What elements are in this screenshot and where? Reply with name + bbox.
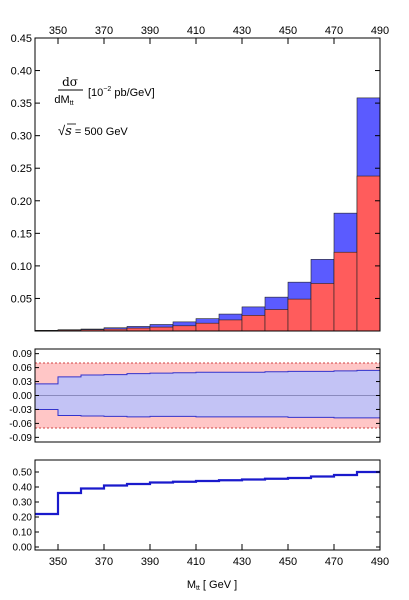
top-x-tick-label: 390 (141, 25, 159, 37)
bar-series-1-bin-5 (149, 326, 174, 332)
ylabel-numerator: dσ (62, 75, 78, 89)
main-y-tick-label: 0.30 (11, 131, 32, 143)
main-y-tick-label: 0.45 (11, 33, 32, 45)
bottom-x-tick-label: 370 (95, 556, 113, 568)
bottom-x-tick-label: 430 (233, 556, 251, 568)
bottom-x-tick-label: 450 (279, 556, 297, 568)
main-y-tick-label: 0.05 (11, 293, 32, 305)
bar-series-1-bin-14 (356, 175, 381, 332)
main-bars (34, 97, 381, 332)
x-axis-label: Mtt [ GeV ] (187, 579, 237, 592)
band-y-tick-label: 0.06 (13, 363, 33, 374)
main-y-ticks: 0.05 0.10 0.15 0.20 0.25 0.30 0.35 0.40 0.45 (11, 33, 380, 305)
main-y-tick-label: 0.15 (11, 228, 32, 240)
line-y-tick-label: 0.10 (13, 528, 33, 539)
main-y-tick-label: 0.35 (11, 98, 32, 110)
main-y-tick-label: 0.20 (11, 196, 32, 208)
top-x-tick-label: 370 (95, 25, 113, 37)
top-x-tick-label: 470 (325, 25, 343, 37)
line-y-tick-label: 0.50 (13, 468, 33, 479)
bottom-x-tick-label: 350 (49, 556, 67, 568)
ylabel-denominator: dMtt (54, 94, 73, 107)
main-y-tick-label: 0.10 (11, 261, 32, 273)
bar-series-1-bin-10 (264, 309, 289, 332)
line-y-tick-label: 0.20 (13, 513, 33, 524)
top-x-tick-label: 450 (279, 25, 297, 37)
top-x-tick-label: 430 (233, 25, 251, 37)
bar-series-1-bin-6 (172, 325, 197, 332)
line-plot-frame (34, 459, 381, 551)
line-y-tick-label: 0.00 (13, 543, 33, 554)
band-y-tick-label: 0.00 (13, 391, 33, 402)
bar-series-1-bin-9 (241, 315, 266, 332)
svg-text:√s = 500 GeV: √s = 500 GeV (58, 123, 128, 139)
bottom-x-tick-label: 410 (187, 556, 205, 568)
bottom-x-tick-label: 490 (371, 556, 389, 568)
top-x-tick-label: 350 (49, 25, 67, 37)
energy-label: √s = 500 GeV (58, 123, 128, 139)
band-y-tick-label: -0.06 (9, 419, 32, 430)
ratio-step-line (35, 470, 380, 516)
bar-series-1-bin-7 (195, 322, 220, 332)
line-x-ticks: 350 370 390 410 430 450 470 490 (49, 544, 389, 568)
line-y-ticks: 0.00 0.10 0.20 0.30 0.40 0.50 (13, 468, 380, 554)
band-y-tick-label: -0.03 (9, 405, 32, 416)
inner-band-upper-edge (35, 369, 380, 385)
band-y-tick-label: 0.03 (13, 377, 33, 388)
main-histogram-panel: 0.05 0.10 0.15 0.20 0.25 0.30 0.35 0.40 0.45 350… (11, 25, 389, 332)
main-y-tick-label: 0.40 (11, 66, 32, 78)
uncertainty-band-panel: 0.09 0.06 0.03 0.00 -0.03 -0.06 -0.09 (9, 348, 381, 444)
bar-series-1-bin-13 (333, 251, 358, 332)
line-y-tick-label: 0.30 (13, 498, 33, 509)
bottom-x-tick-label: 390 (141, 556, 159, 568)
bottom-x-tick-label: 470 (325, 556, 343, 568)
inner-band (35, 370, 380, 418)
line-y-tick-label: 0.40 (13, 483, 33, 494)
main-y-label: dσ dMtt [10−2 pb/GeV] (54, 75, 154, 107)
ratio-line-panel: 0.00 0.10 0.20 0.30 0.40 0.50 350 370 390 410 430… (13, 459, 389, 592)
band-y-tick-label: 0.09 (13, 349, 33, 360)
inner-band-lower-edge (35, 408, 380, 419)
bar-series-1-bin-12 (310, 283, 335, 332)
ratio-line (35, 470, 380, 516)
ylabel-units: [10−2 pb/GeV] (88, 86, 155, 99)
main-x-ticks-top: 350 370 390 410 430 450 470 490 (49, 25, 389, 44)
bar-series-1-bin-8 (218, 319, 243, 332)
bar-series-1-bin-11 (287, 298, 312, 332)
band-y-ticks: 0.09 0.06 0.03 0.00 -0.03 -0.06 -0.09 (9, 349, 380, 444)
band-y-tick-label: -0.09 (9, 433, 32, 444)
main-y-tick-label: 0.25 (11, 163, 32, 175)
band-fill (35, 362, 380, 429)
top-x-tick-label: 490 (371, 25, 389, 37)
top-x-tick-label: 410 (187, 25, 205, 37)
